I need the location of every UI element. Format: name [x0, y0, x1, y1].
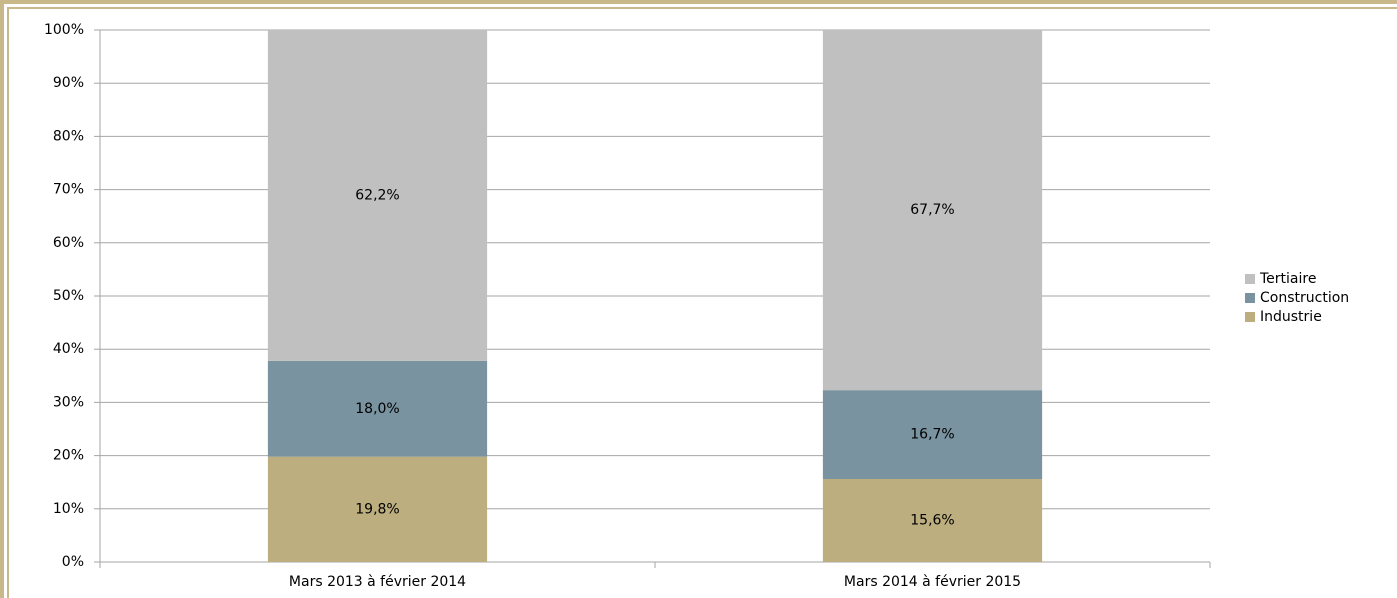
y-tick-label: 20%: [53, 448, 84, 464]
legend-swatch: [1245, 312, 1255, 322]
y-tick-label: 10%: [53, 501, 84, 517]
y-tick-label: 0%: [62, 554, 84, 570]
bar-segment: [822, 30, 1043, 391]
y-tick-label: 40%: [53, 341, 84, 357]
y-tick-label: 70%: [53, 182, 84, 198]
bar-segment: [267, 456, 488, 562]
legend-label: Industrie: [1260, 309, 1322, 325]
bar-segment: [822, 479, 1043, 562]
bar-segment: [267, 360, 488, 457]
y-tick-label: 80%: [53, 128, 84, 144]
data-label: 15,6%: [910, 513, 954, 529]
data-label: 67,7%: [910, 202, 954, 218]
y-tick-label: 60%: [53, 235, 84, 251]
data-label: 18,0%: [355, 401, 399, 417]
legend-swatch: [1245, 274, 1255, 284]
legend-label: Tertiaire: [1259, 271, 1316, 287]
y-tick-label: 50%: [53, 288, 84, 304]
y-tick-label: 100%: [44, 22, 84, 38]
data-label: 16,7%: [910, 427, 954, 443]
bar-segment: [822, 390, 1043, 480]
x-tick-label: Mars 2013 à février 2014: [289, 574, 466, 590]
legend-swatch: [1245, 293, 1255, 303]
y-tick-label: 30%: [53, 394, 84, 410]
x-tick-label: Mars 2014 à février 2015: [844, 574, 1021, 590]
y-tick-label: 90%: [53, 75, 84, 91]
data-label: 62,2%: [355, 187, 399, 203]
legend-label: Construction: [1260, 290, 1349, 306]
data-label: 19,8%: [355, 501, 399, 517]
bar-segment: [267, 30, 488, 361]
